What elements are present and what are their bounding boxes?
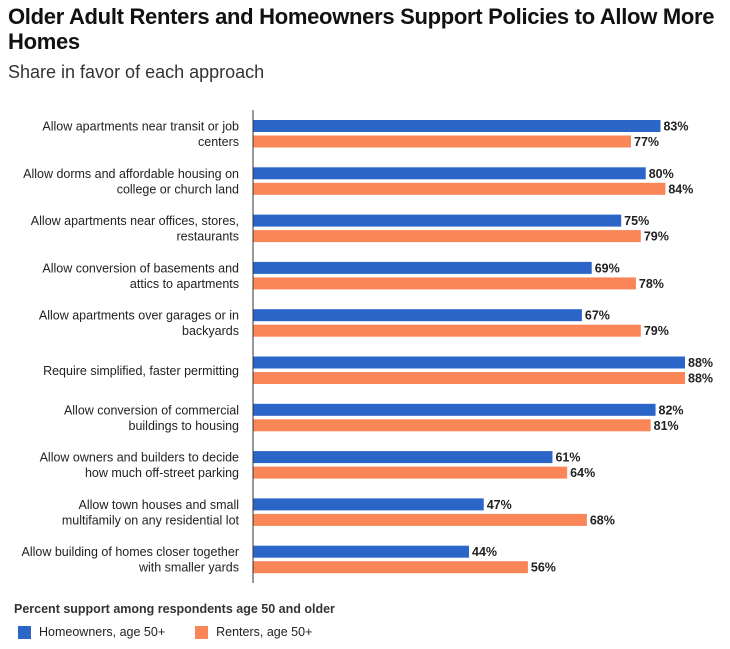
value-label-renters: 84% bbox=[668, 182, 693, 196]
category-label: Allow conversion of commercial buildings … bbox=[64, 403, 239, 433]
chart-title: Older Adult Renters and Homeowners Suppo… bbox=[8, 4, 715, 54]
value-label-homeowners: 61% bbox=[555, 451, 580, 465]
bar-renters bbox=[253, 277, 636, 290]
legend-swatch-homeowners bbox=[18, 625, 31, 639]
category-label: Allow building of homes closer together w… bbox=[22, 545, 239, 575]
value-label-homeowners: 67% bbox=[585, 309, 610, 323]
bar-homeowners bbox=[253, 498, 484, 511]
bar-renters bbox=[253, 513, 587, 526]
category-label: Allow apartments near offices, stores, re… bbox=[31, 214, 239, 244]
bar-chart: Allow apartments near transit or job cent… bbox=[22, 110, 713, 583]
category-label: Allow dorms and affordable housing on col… bbox=[23, 167, 239, 197]
bar-homeowners bbox=[253, 403, 656, 416]
legend-swatch-renters bbox=[195, 625, 209, 639]
category-label: Require simplified, faster permitting bbox=[43, 364, 239, 378]
category-label: Allow owners and builders to decide how m… bbox=[40, 451, 239, 481]
bar-renters bbox=[253, 561, 528, 574]
bar-homeowners bbox=[253, 167, 646, 180]
category-label: Allow conversion of basements and attics … bbox=[42, 261, 239, 291]
value-label-homeowners: 80% bbox=[649, 167, 674, 181]
legend-label-renters: Renters, age 50+ bbox=[216, 625, 313, 639]
legend-title: Percent support among respondents age 50… bbox=[14, 602, 335, 616]
bar-homeowners bbox=[253, 451, 553, 464]
bar-homeowners bbox=[253, 261, 592, 274]
value-label-homeowners: 47% bbox=[487, 498, 512, 512]
legend-item-homeowners: Homeowners, age 50+ bbox=[18, 625, 165, 639]
value-label-renters: 79% bbox=[644, 230, 669, 244]
legend: Homeowners, age 50+ Renters, age 50+ bbox=[18, 625, 342, 639]
bar-renters bbox=[253, 230, 641, 243]
bar-renters bbox=[253, 466, 568, 479]
value-label-renters: 79% bbox=[644, 324, 669, 338]
bar-homeowners bbox=[253, 356, 685, 369]
bar-homeowners bbox=[253, 309, 582, 322]
bar-renters bbox=[253, 372, 685, 384]
value-label-renters: 64% bbox=[570, 466, 595, 480]
value-label-homeowners: 82% bbox=[659, 403, 684, 417]
bar-homeowners bbox=[253, 120, 661, 132]
chart-subtitle: Share in favor of each approach bbox=[8, 62, 265, 82]
value-label-homeowners: 69% bbox=[595, 261, 620, 275]
value-label-homeowners: 44% bbox=[472, 545, 497, 559]
value-label-homeowners: 75% bbox=[624, 214, 649, 228]
category-label: Allow apartments near transit or job cent… bbox=[42, 120, 239, 150]
value-label-renters: 88% bbox=[688, 372, 713, 386]
bar-homeowners bbox=[253, 214, 622, 227]
category-label: Allow apartments over garages or in backy… bbox=[39, 309, 239, 339]
legend-label-homeowners: Homeowners, age 50+ bbox=[39, 625, 166, 639]
value-label-renters: 77% bbox=[634, 135, 659, 149]
bar-homeowners bbox=[253, 545, 469, 558]
value-label-renters: 81% bbox=[654, 419, 679, 433]
legend-item-renters: Renters, age 50+ bbox=[195, 625, 312, 639]
bar-renters bbox=[253, 182, 666, 195]
bar-renters bbox=[253, 135, 631, 148]
category-label: Allow town houses and small multifamily o… bbox=[62, 498, 240, 528]
value-label-renters: 68% bbox=[590, 513, 615, 527]
bar-renters bbox=[253, 324, 641, 337]
value-label-renters: 56% bbox=[531, 561, 556, 575]
bar-renters bbox=[253, 419, 651, 432]
value-label-renters: 78% bbox=[639, 277, 664, 291]
value-label-homeowners: 83% bbox=[663, 120, 688, 134]
value-label-homeowners: 88% bbox=[688, 356, 713, 370]
